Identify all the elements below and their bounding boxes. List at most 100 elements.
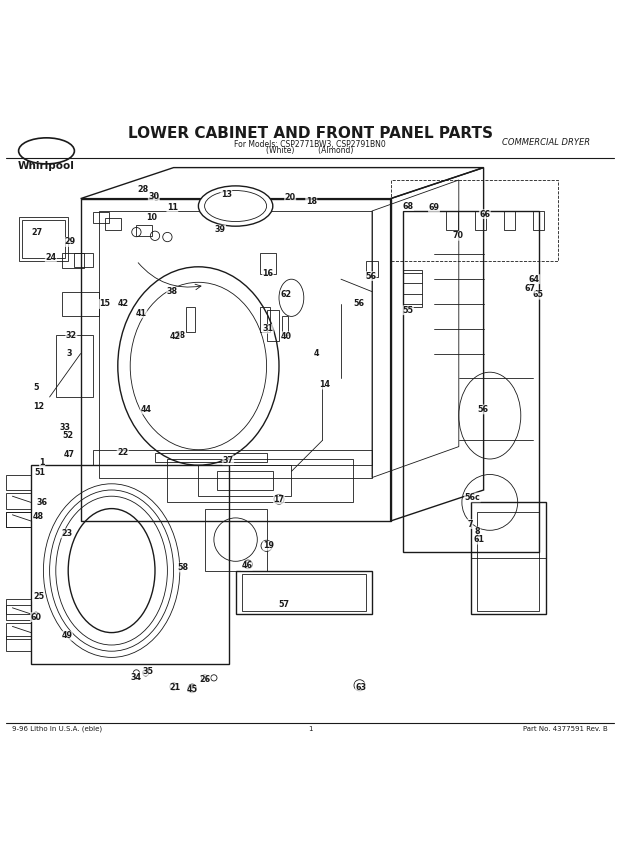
Text: 27: 27	[32, 229, 43, 237]
Text: 13: 13	[221, 190, 232, 199]
Text: 70: 70	[452, 231, 463, 241]
Text: 30: 30	[148, 193, 159, 201]
Bar	[22, 220, 65, 258]
Text: 57: 57	[278, 600, 290, 609]
Bar	[6, 604, 31, 621]
Bar	[19, 217, 68, 260]
Bar	[391, 180, 558, 260]
Text: 38: 38	[174, 330, 185, 340]
Text: 4: 4	[314, 349, 319, 358]
Text: 22: 22	[117, 449, 128, 457]
Bar	[366, 261, 378, 276]
Ellipse shape	[198, 186, 273, 226]
Text: 68: 68	[402, 201, 414, 211]
Text: 55: 55	[402, 306, 414, 315]
Text: 56: 56	[365, 271, 376, 281]
Text: (White)          (Almond): (White) (Almond)	[267, 146, 353, 155]
Bar	[136, 224, 152, 235]
Bar	[403, 270, 422, 307]
Text: 67: 67	[525, 284, 536, 293]
Bar	[105, 218, 121, 229]
Text: 16: 16	[262, 269, 273, 277]
Text: 42: 42	[169, 332, 180, 341]
Text: 66: 66	[479, 210, 490, 218]
Text: 23: 23	[61, 529, 73, 538]
Text: 1: 1	[40, 458, 45, 467]
Text: 61: 61	[473, 535, 484, 544]
Text: 42: 42	[117, 300, 128, 308]
Bar	[260, 307, 270, 332]
Text: 35: 35	[142, 667, 153, 675]
Bar	[81, 199, 391, 521]
Text: 33: 33	[60, 424, 71, 432]
Text: 39: 39	[215, 225, 226, 234]
Text: 21: 21	[169, 683, 180, 692]
Text: 45: 45	[187, 685, 198, 694]
Bar	[471, 502, 546, 614]
Bar	[260, 253, 276, 274]
Bar	[477, 512, 539, 611]
Text: 56: 56	[353, 300, 364, 308]
Bar	[155, 453, 267, 462]
Bar	[6, 598, 31, 614]
Bar	[6, 636, 31, 651]
Text: 10: 10	[146, 212, 157, 222]
Text: 26: 26	[199, 675, 210, 684]
Text: 60: 60	[30, 613, 42, 621]
Bar	[99, 211, 372, 478]
Text: 19: 19	[263, 541, 274, 550]
Text: 34: 34	[131, 673, 142, 681]
Bar	[205, 508, 267, 571]
Bar	[533, 211, 544, 229]
Text: 56c: 56c	[464, 493, 480, 502]
Text: 65: 65	[533, 290, 544, 300]
Bar	[476, 211, 487, 229]
Text: 58: 58	[177, 563, 188, 572]
Bar	[93, 449, 372, 465]
Text: 18: 18	[306, 197, 317, 206]
Bar	[198, 465, 291, 496]
Bar	[403, 211, 539, 552]
Text: 40: 40	[281, 332, 292, 341]
Text: 64: 64	[529, 275, 540, 283]
Text: 49: 49	[61, 631, 73, 640]
Text: 32: 32	[66, 330, 77, 340]
Text: 44: 44	[140, 405, 151, 414]
Text: 14: 14	[319, 380, 330, 389]
Bar	[6, 493, 31, 508]
Bar	[504, 211, 515, 229]
Text: 37: 37	[223, 455, 234, 465]
Bar	[62, 253, 84, 268]
Text: 31: 31	[262, 324, 273, 333]
Text: 47: 47	[64, 449, 75, 459]
Text: 36: 36	[37, 498, 48, 507]
Text: 41: 41	[136, 309, 147, 318]
Text: 63: 63	[355, 683, 366, 692]
Text: 9-96 Litho In U.S.A. (eble): 9-96 Litho In U.S.A. (eble)	[12, 725, 102, 732]
Text: 15: 15	[99, 300, 110, 308]
Text: 8: 8	[474, 527, 480, 536]
Text: 5: 5	[33, 383, 38, 392]
Bar	[93, 212, 108, 223]
Text: 11: 11	[167, 204, 178, 212]
Text: 46: 46	[241, 562, 252, 570]
Bar	[267, 310, 279, 342]
Bar	[62, 292, 99, 317]
Text: 9: 9	[154, 194, 159, 203]
Text: 62: 62	[281, 290, 292, 300]
Text: 52: 52	[63, 431, 74, 440]
Text: 1: 1	[308, 726, 312, 732]
Text: LOWER CABINET AND FRONT PANEL PARTS: LOWER CABINET AND FRONT PANEL PARTS	[128, 126, 492, 141]
Text: 3: 3	[67, 349, 72, 358]
Bar	[217, 472, 273, 490]
Text: 17: 17	[273, 495, 285, 504]
Bar	[74, 253, 93, 267]
Bar	[6, 512, 31, 527]
Bar	[282, 317, 288, 335]
Bar	[6, 474, 31, 490]
Text: For Models: CSP2771BW3, CSP2791BN0: For Models: CSP2771BW3, CSP2791BN0	[234, 140, 386, 149]
Bar	[6, 512, 31, 527]
Text: 51: 51	[35, 468, 46, 477]
Text: COMMERCIAL DRYER: COMMERCIAL DRYER	[502, 139, 590, 147]
Text: 24: 24	[45, 253, 56, 262]
